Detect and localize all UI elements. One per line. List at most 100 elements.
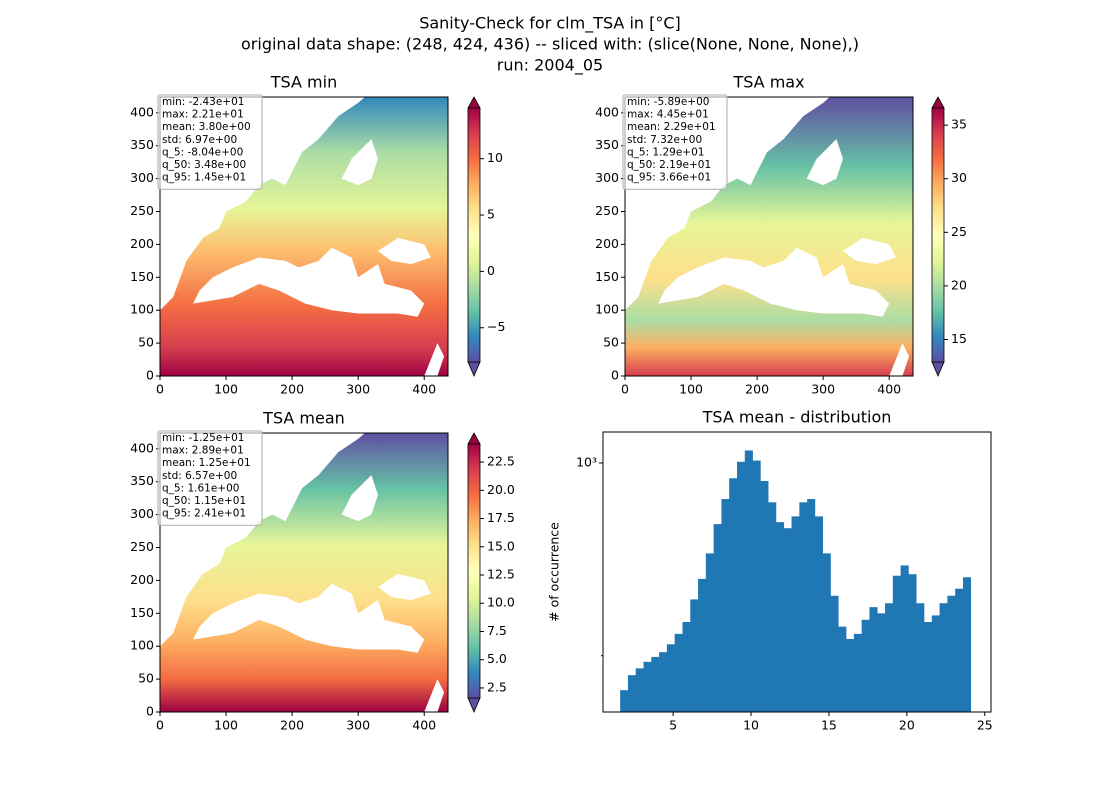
colorbar-extend-top	[467, 432, 481, 445]
hist-bar	[760, 481, 769, 712]
hist-bar	[651, 656, 660, 712]
stats-line: q_95: 1.45e+01	[162, 172, 246, 184]
colorbar-tick-label: 10	[487, 150, 503, 165]
x-tick-label: 20	[899, 718, 915, 733]
hist-bar	[830, 595, 839, 712]
hist-bar	[713, 524, 722, 712]
y-tick-label: 400	[130, 440, 154, 455]
axes-title: TSA min	[270, 73, 337, 92]
axes-title: TSA max	[732, 73, 804, 92]
colorbar-extend-bottom	[467, 361, 481, 378]
stats-line: min: -1.25e+01	[162, 432, 244, 444]
colorbar-extend-top	[931, 96, 945, 109]
stats-box	[622, 94, 728, 190]
y-tick-label: 300	[130, 170, 154, 185]
hist-bar	[838, 626, 847, 712]
stats-line: std: 6.57e+00	[162, 470, 237, 482]
stats-line: mean: 2.29e+01	[627, 121, 716, 133]
hist-bar	[822, 553, 831, 712]
stats-line: min: -5.89e+00	[627, 96, 709, 108]
hist-bar	[939, 603, 948, 712]
y-tick-label: 0	[146, 704, 154, 719]
hist-bar	[698, 578, 707, 712]
x-tick-label: 0	[156, 718, 164, 733]
colorbar	[931, 107, 945, 363]
x-tick-label: 100	[214, 382, 238, 397]
axes-frame	[159, 432, 449, 713]
y-tick-label: 50	[138, 671, 154, 686]
colorbar-tick-label: 5.0	[487, 651, 507, 666]
x-tick-label: 0	[621, 382, 629, 397]
axes-title: TSA mean - distribution	[702, 408, 892, 427]
colorbar-tick-label: −5	[487, 319, 505, 334]
hist-bar	[931, 615, 940, 712]
colorbar-tick-label: 12.5	[487, 567, 515, 582]
colorbar-tick-label: 10.0	[487, 595, 515, 610]
y-tick-label: 0	[146, 368, 154, 383]
x-tick-label: 300	[346, 382, 370, 397]
x-tick-label: 300	[346, 718, 370, 733]
hist-bar	[620, 690, 629, 712]
y-tick-label: 50	[138, 335, 154, 350]
colorbar-tick-label: 30	[951, 170, 967, 185]
hist-bar	[807, 499, 816, 712]
hist-bar	[666, 644, 675, 712]
colorbar-tick-label: 35	[951, 117, 967, 132]
colorbar-tick-label: 25	[951, 224, 967, 239]
stats-line: std: 6.97e+00	[162, 134, 237, 146]
y-tick-label: 350	[595, 137, 619, 152]
y-tick-label: 250	[130, 203, 154, 218]
stats-line: max: 4.45e+01	[627, 109, 709, 121]
stats-line: q_5: -8.04e+00	[162, 146, 243, 158]
x-tick-label: 400	[412, 382, 436, 397]
x-tick-label: 10	[743, 718, 759, 733]
stats-line: std: 7.32e+00	[627, 134, 702, 146]
hist-bar	[877, 613, 886, 712]
x-tick-label: 100	[214, 718, 238, 733]
y-tick-label: 350	[130, 473, 154, 488]
stats-line: max: 2.21e+01	[162, 109, 244, 121]
x-tick-label: 400	[877, 382, 901, 397]
colorbar-extend-bottom	[931, 361, 945, 378]
suptitle: original data shape: (248, 424, 436) -- …	[241, 35, 859, 54]
stats-line: q_50: 2.19e+01	[627, 159, 711, 171]
hist-bar	[721, 499, 730, 712]
hist-bar	[900, 565, 909, 712]
axes-frame	[602, 431, 992, 713]
y-tick-label: 200	[595, 236, 619, 251]
y-tick-label: 200	[130, 572, 154, 587]
hist-bar	[947, 595, 956, 712]
colorbar-tick-label: 7.5	[487, 623, 507, 638]
x-tick-label: 400	[412, 718, 436, 733]
y-tick-label: 250	[595, 203, 619, 218]
y-tick-label: 350	[130, 137, 154, 152]
x-tick-label: 25	[977, 718, 993, 733]
hist-bar	[682, 622, 691, 712]
y-tick-label: 250	[130, 539, 154, 554]
hist-bar	[853, 633, 862, 712]
colorbar-tick-label: 0	[487, 263, 495, 278]
x-tick-label: 200	[280, 718, 304, 733]
y-tick-label: 150	[130, 605, 154, 620]
suptitle: run: 2004_05	[497, 56, 603, 76]
x-tick-label: 200	[745, 382, 769, 397]
y-tick-label: 100	[130, 302, 154, 317]
colorbar-tick-label: 17.5	[487, 510, 515, 525]
x-tick-label: 300	[811, 382, 835, 397]
stats-line: mean: 3.80e+00	[162, 121, 251, 133]
hist-bar	[643, 661, 652, 712]
x-tick-label: 100	[679, 382, 703, 397]
stats-line: min: -2.43e+01	[162, 96, 244, 108]
hist-bar	[775, 522, 785, 712]
y-tick-label: 0	[611, 368, 619, 383]
stats-line: q_5: 1.29e+01	[627, 146, 704, 158]
hist-bar	[705, 553, 714, 712]
hist-bar	[814, 516, 824, 712]
hist-bar	[955, 588, 964, 712]
y-tick-label: 300	[130, 506, 154, 521]
x-tick-label: 15	[821, 718, 837, 733]
hist-bar	[892, 575, 901, 712]
hist-bar	[799, 502, 808, 712]
